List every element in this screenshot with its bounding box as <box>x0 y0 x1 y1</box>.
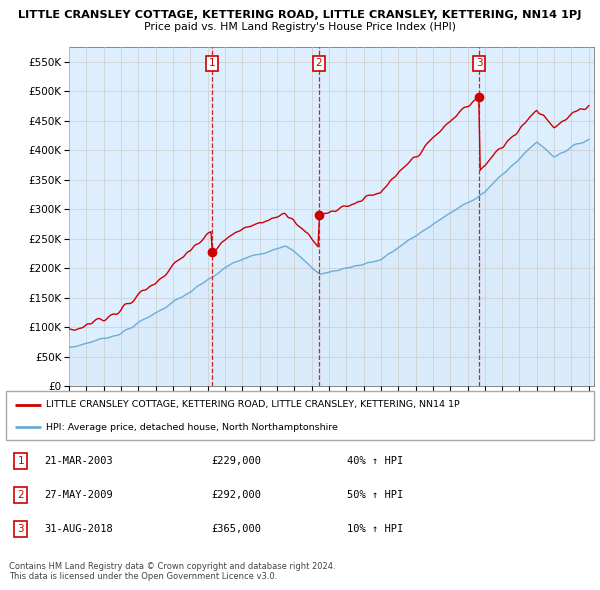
Text: 2: 2 <box>316 58 322 68</box>
FancyBboxPatch shape <box>6 391 594 440</box>
Text: 3: 3 <box>476 58 482 68</box>
Text: 21-MAR-2003: 21-MAR-2003 <box>44 456 113 466</box>
Text: LITTLE CRANSLEY COTTAGE, KETTERING ROAD, LITTLE CRANSLEY, KETTERING, NN14 1P: LITTLE CRANSLEY COTTAGE, KETTERING ROAD,… <box>46 400 460 409</box>
Text: 27-MAY-2009: 27-MAY-2009 <box>44 490 113 500</box>
Text: 3: 3 <box>17 525 24 534</box>
Text: HPI: Average price, detached house, North Northamptonshire: HPI: Average price, detached house, Nort… <box>46 423 338 432</box>
Text: 10% ↑ HPI: 10% ↑ HPI <box>347 525 403 534</box>
Text: 31-AUG-2018: 31-AUG-2018 <box>44 525 113 534</box>
Text: £365,000: £365,000 <box>212 525 262 534</box>
Text: 1: 1 <box>17 456 24 466</box>
Text: This data is licensed under the Open Government Licence v3.0.: This data is licensed under the Open Gov… <box>9 572 277 581</box>
Text: £229,000: £229,000 <box>212 456 262 466</box>
Text: Price paid vs. HM Land Registry's House Price Index (HPI): Price paid vs. HM Land Registry's House … <box>144 22 456 32</box>
Text: £292,000: £292,000 <box>212 490 262 500</box>
Text: LITTLE CRANSLEY COTTAGE, KETTERING ROAD, LITTLE CRANSLEY, KETTERING, NN14 1PJ: LITTLE CRANSLEY COTTAGE, KETTERING ROAD,… <box>18 10 582 20</box>
Text: Contains HM Land Registry data © Crown copyright and database right 2024.: Contains HM Land Registry data © Crown c… <box>9 562 335 571</box>
Text: 2: 2 <box>17 490 24 500</box>
Text: 50% ↑ HPI: 50% ↑ HPI <box>347 490 403 500</box>
Text: 1: 1 <box>209 58 215 68</box>
Text: 40% ↑ HPI: 40% ↑ HPI <box>347 456 403 466</box>
